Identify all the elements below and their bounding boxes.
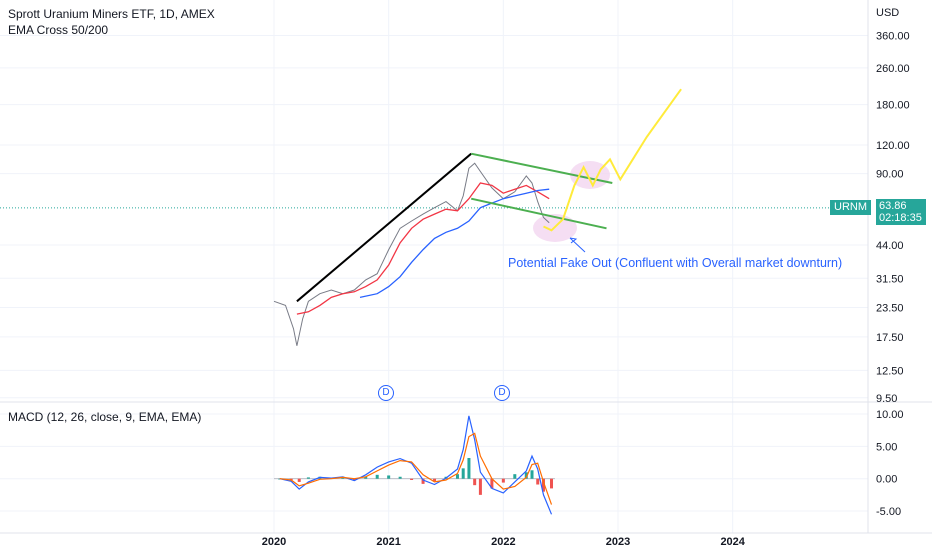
macd-histogram-bar [364,476,368,479]
ema200-line [359,188,550,299]
macd-histogram-bar [490,478,494,489]
last-price: 63.86 [879,200,907,212]
macd-tick-label: 0.00 [876,474,897,486]
macd-histogram-bar [550,478,554,489]
annotation-arrow [569,237,586,253]
time-tick-label: 2023 [606,536,630,548]
macd-histogram-bar [524,472,528,479]
macd-histogram-bar [467,457,471,479]
macd-histogram-bar [289,478,293,480]
macd-histogram-bar [421,478,425,484]
last-price-box: 63.86 02:18:35 [876,199,926,225]
macd-tick-label: 10.00 [876,409,904,421]
macd-histogram-bar [501,478,505,483]
time-tick-label: 2022 [491,536,515,548]
macd-histogram-bar [455,474,459,479]
time-tick-label: 2021 [376,536,400,548]
indicator-legend: EMA Cross 50/200 [8,23,109,37]
channel-lower-line [470,197,607,230]
symbol-badge: URNM [830,200,871,215]
price-tick-label: 90.00 [876,169,904,181]
signal-line [279,432,553,505]
target-highlight [570,161,610,189]
macd-histogram-bar [375,474,379,479]
price-tick-label: 180.00 [876,100,910,112]
drawing-layer [296,88,682,303]
macd-histogram-bar [433,478,437,482]
bar-countdown: 02:18:35 [879,212,922,224]
macd-histogram-bar [306,477,310,479]
currency-label: USD [876,7,900,19]
macd-line [279,415,553,515]
macd-tick-label: -5.00 [876,506,901,518]
macd-histogram-bar [387,475,391,479]
macd-histogram-bar [530,470,534,479]
trendline [296,152,472,303]
time-tick-label: 2024 [720,536,745,548]
ema50-line [296,182,550,315]
price-tick-label: 360.00 [876,31,910,43]
price-tick-label: 44.00 [876,240,904,252]
annotation-arrowhead [569,237,578,244]
macd-tick-label: 5.00 [876,441,897,453]
price-tick-label: 120.00 [876,140,910,152]
macd-histogram-bar [478,478,482,495]
annotation-text: Potential Fake Out (Confluent with Overa… [508,256,843,270]
grid-lines [0,0,868,533]
macd-histogram-bar [297,478,301,482]
macd-histogram-bar [461,468,465,479]
macd-histogram-bar [473,478,477,486]
price-tick-label: 23.50 [876,303,904,315]
price-tick-label: 12.50 [876,365,904,377]
price-tick-label: 17.50 [876,332,904,344]
dividend-marker[interactable]: D [378,385,394,401]
price-line [273,162,550,346]
series-layer [273,162,550,346]
price-tick-label: 9.50 [876,393,897,405]
macd-histogram-bar [410,478,414,480]
price-tick-label: 260.00 [876,63,910,75]
price-tick-label: 31.50 [876,273,904,285]
macd-histogram-bar [513,474,517,479]
macd-pane [274,415,555,515]
macd-histogram-bar [398,476,402,479]
projection-path [543,88,682,232]
dividend-marker[interactable]: D [494,385,510,401]
macd-histogram-bar [541,478,545,492]
macd-histogram-bar [341,478,345,479]
chart-title: Sprott Uranium Miners ETF, 1D, AMEX [8,7,215,21]
time-tick-label: 2020 [262,536,286,548]
macd-histogram-bar [352,478,356,481]
macd-histogram-bar [536,478,540,485]
macd-legend: MACD (12, 26, close, 9, EMA, EMA) [8,410,202,424]
